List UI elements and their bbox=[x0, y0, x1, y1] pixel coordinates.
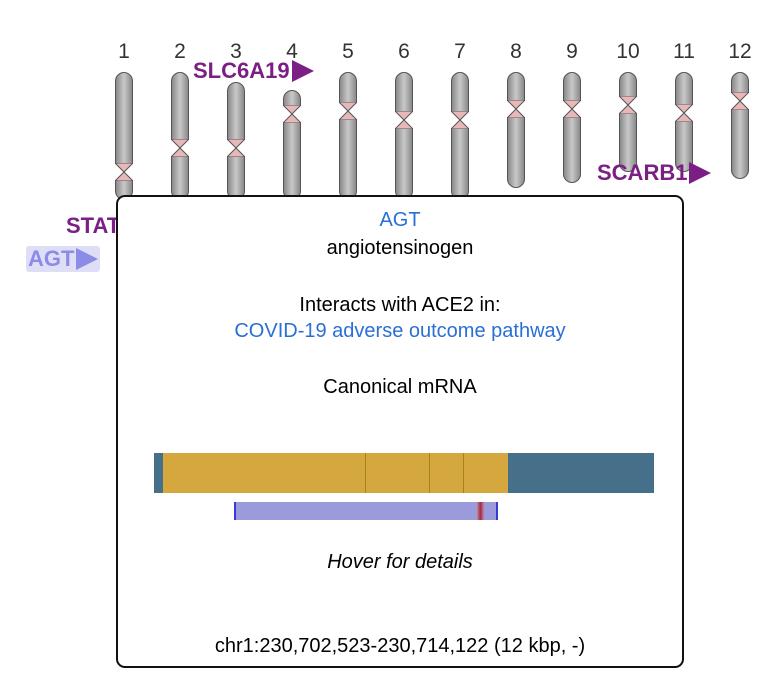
chromosome-7[interactable] bbox=[449, 72, 471, 200]
signal-peptide-marker[interactable] bbox=[477, 502, 484, 520]
chromosome-label[interactable]: 10 bbox=[616, 40, 640, 63]
interacts-text: Interacts with ACE2 in: bbox=[299, 294, 501, 316]
centromere-icon bbox=[113, 162, 135, 182]
annotation-stat[interactable]: STAT bbox=[66, 213, 120, 239]
chromosome-12[interactable] bbox=[729, 72, 751, 179]
gene-location: chr1:230,702,523-230,714,122 (12 kbp, -) bbox=[214, 635, 586, 657]
centromere-icon bbox=[449, 110, 471, 130]
chromosome-3[interactable] bbox=[225, 82, 247, 200]
annotation-label: STAT bbox=[66, 213, 121, 238]
annotation-scarb1[interactable]: SCARB1 bbox=[597, 160, 712, 186]
chromosome-8[interactable] bbox=[505, 72, 527, 188]
centromere-icon bbox=[729, 91, 751, 111]
chromosome-label[interactable]: 1 bbox=[118, 40, 130, 63]
utr-3-segment[interactable] bbox=[508, 453, 654, 493]
annotation-slc6a19[interactable]: SLC6A19 bbox=[193, 58, 314, 84]
chromosome-label[interactable]: 8 bbox=[510, 40, 522, 63]
chromosome-label[interactable]: 3 bbox=[230, 40, 242, 63]
chromosome-1[interactable] bbox=[113, 72, 135, 200]
triangle-marker-icon bbox=[291, 60, 314, 82]
gene-name-link[interactable]: AGT bbox=[379, 209, 421, 231]
transcript-structure[interactable] bbox=[154, 453, 654, 493]
triangle-marker-icon bbox=[76, 248, 99, 270]
chromosome-label[interactable]: 7 bbox=[454, 40, 466, 63]
gene-tooltip: AGT angiotensinogen Interacts with ACE2 … bbox=[116, 195, 684, 668]
centromere-icon bbox=[505, 99, 527, 119]
domain-end-marker bbox=[496, 502, 498, 520]
chromosome-label[interactable]: 2 bbox=[174, 40, 186, 63]
domain-start-marker bbox=[234, 502, 236, 520]
exon-boundary bbox=[463, 453, 464, 493]
chromosome-label[interactable]: 4 bbox=[286, 40, 298, 63]
annotation-label: SCARB1 bbox=[597, 160, 688, 185]
chromosome-label[interactable]: 11 bbox=[673, 40, 695, 63]
annotation-agt[interactable]: AGT bbox=[26, 246, 101, 272]
centromere-icon bbox=[393, 110, 415, 130]
chromosome-6[interactable] bbox=[393, 72, 415, 200]
protein-domain-track[interactable] bbox=[234, 502, 498, 520]
pathway-link[interactable]: COVID-19 adverse outcome pathway bbox=[234, 320, 566, 342]
chromosome-label[interactable]: 5 bbox=[342, 40, 354, 63]
centromere-icon bbox=[281, 104, 303, 124]
centromere-icon bbox=[617, 95, 639, 115]
chromosome-11[interactable] bbox=[673, 72, 695, 172]
hover-hint: Hover for details bbox=[327, 551, 473, 573]
chromosome-2[interactable] bbox=[169, 72, 191, 200]
cds-segment[interactable] bbox=[163, 453, 508, 493]
gene-full-name: angiotensinogen bbox=[326, 237, 474, 259]
centromere-icon bbox=[169, 138, 191, 158]
centromere-icon bbox=[561, 99, 583, 119]
exon-boundary bbox=[365, 453, 366, 493]
chromosome-label[interactable]: 9 bbox=[566, 40, 578, 63]
transcript-label: Canonical mRNA bbox=[323, 376, 477, 398]
chromosome-4[interactable] bbox=[281, 90, 303, 200]
utr-5-segment[interactable] bbox=[154, 453, 163, 493]
chromosome-5[interactable] bbox=[337, 72, 359, 200]
centromere-icon bbox=[673, 103, 695, 123]
annotation-label: SLC6A19 bbox=[193, 58, 290, 83]
chromosome-label[interactable]: 6 bbox=[398, 40, 410, 63]
exon-boundary bbox=[429, 453, 430, 493]
centromere-icon bbox=[337, 101, 359, 121]
chromosome-9[interactable] bbox=[561, 72, 583, 183]
triangle-marker-icon bbox=[689, 162, 712, 184]
chromosome-10[interactable] bbox=[617, 72, 639, 172]
centromere-icon bbox=[225, 138, 247, 158]
annotation-label: AGT bbox=[28, 246, 75, 271]
chromosome-label[interactable]: 12 bbox=[728, 40, 752, 63]
